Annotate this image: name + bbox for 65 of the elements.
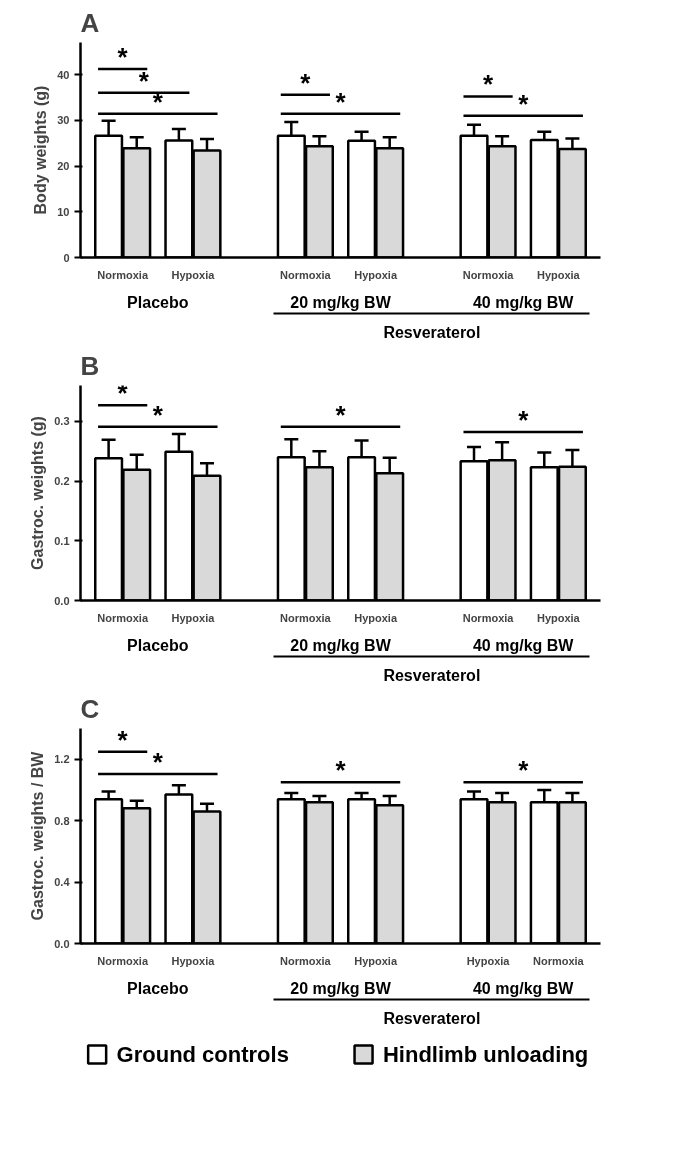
x-tick-label: Hypoxia: [354, 268, 398, 281]
x-tick-label: Hypoxia: [171, 611, 216, 624]
text: 20 mg/kg BW: [290, 979, 392, 997]
legend-label: Ground controls: [116, 1042, 289, 1067]
y-tick-label: 0.2: [54, 475, 70, 488]
annotation: *: [300, 67, 312, 98]
x-tick-label: Normoxia: [532, 954, 585, 967]
annotation: *: [152, 86, 164, 117]
y-tick-label: 10: [57, 205, 70, 218]
text: 40 mg/kg BW: [472, 293, 575, 311]
text: Placebo: [127, 636, 189, 654]
x-tick-label: Normoxia: [97, 954, 149, 967]
y-axis-title: Body weights (g): [32, 85, 50, 215]
x-tick-label: Hypoxia: [354, 611, 398, 624]
annotation: *: [518, 405, 530, 436]
text: Resveraterol: [383, 666, 481, 684]
y-axis-title: Gastroc. weights (g): [29, 416, 47, 570]
x-tick-label: Normoxia: [280, 611, 332, 624]
y-tick-label: 0.8: [54, 814, 70, 827]
chart-title: C: [80, 693, 100, 724]
text: Resveraterol: [383, 323, 481, 341]
annotation: *: [152, 746, 164, 777]
x-tick-label: Normoxia: [97, 268, 149, 281]
x-tick-label: Hypoxia: [536, 268, 581, 281]
y-tick-label: 20: [57, 160, 70, 173]
annotation: *: [152, 399, 164, 430]
annotation: *: [518, 88, 530, 119]
y-tick-label: 0.3: [54, 415, 70, 428]
x-tick-label: Normoxia: [97, 611, 149, 624]
x-tick-label: Hypoxia: [354, 954, 398, 967]
text: Placebo: [127, 293, 189, 311]
x-tick-label: Hypoxia: [171, 268, 216, 281]
text: 20 mg/kg BW: [290, 636, 392, 654]
y-axis-title: Gastroc. weights / BW: [29, 750, 47, 921]
x-tick-label: Hypoxia: [466, 954, 511, 967]
x-tick-label: Normoxia: [462, 268, 515, 281]
annotation: *: [483, 69, 495, 100]
x-tick-label: Hypoxia: [536, 611, 581, 624]
x-tick-label: Normoxia: [280, 268, 332, 281]
chart-title: A: [80, 7, 100, 38]
y-tick-label: 30: [57, 114, 70, 127]
annotation: *: [138, 65, 150, 96]
text: Resveraterol: [383, 1009, 481, 1027]
annotation: *: [335, 399, 347, 430]
annotation: *: [335, 755, 347, 786]
y-tick-label: 40: [57, 68, 70, 81]
y-tick-label: 0.0: [54, 937, 70, 950]
y-tick-label: 0.0: [54, 594, 70, 607]
y-tick-label: 0.1: [54, 534, 70, 547]
legend-label: Hindlimb unloading: [382, 1042, 589, 1067]
text: 20 mg/kg BW: [290, 293, 392, 311]
annotation: *: [518, 755, 530, 786]
annotation: *: [117, 42, 129, 73]
y-tick-label: 0: [63, 251, 70, 264]
text: Placebo: [127, 979, 189, 997]
y-tick-label: 1.2: [54, 753, 70, 766]
chart-title: B: [80, 350, 100, 381]
x-tick-label: Normoxia: [280, 954, 332, 967]
x-tick-label: Hypoxia: [171, 954, 216, 967]
y-tick-label: 0.4: [54, 876, 71, 889]
annotation: *: [117, 724, 129, 755]
text: 40 mg/kg BW: [472, 636, 575, 654]
x-tick-label: Normoxia: [462, 611, 515, 624]
text: 40 mg/kg BW: [472, 979, 575, 997]
annotation: *: [335, 86, 347, 117]
